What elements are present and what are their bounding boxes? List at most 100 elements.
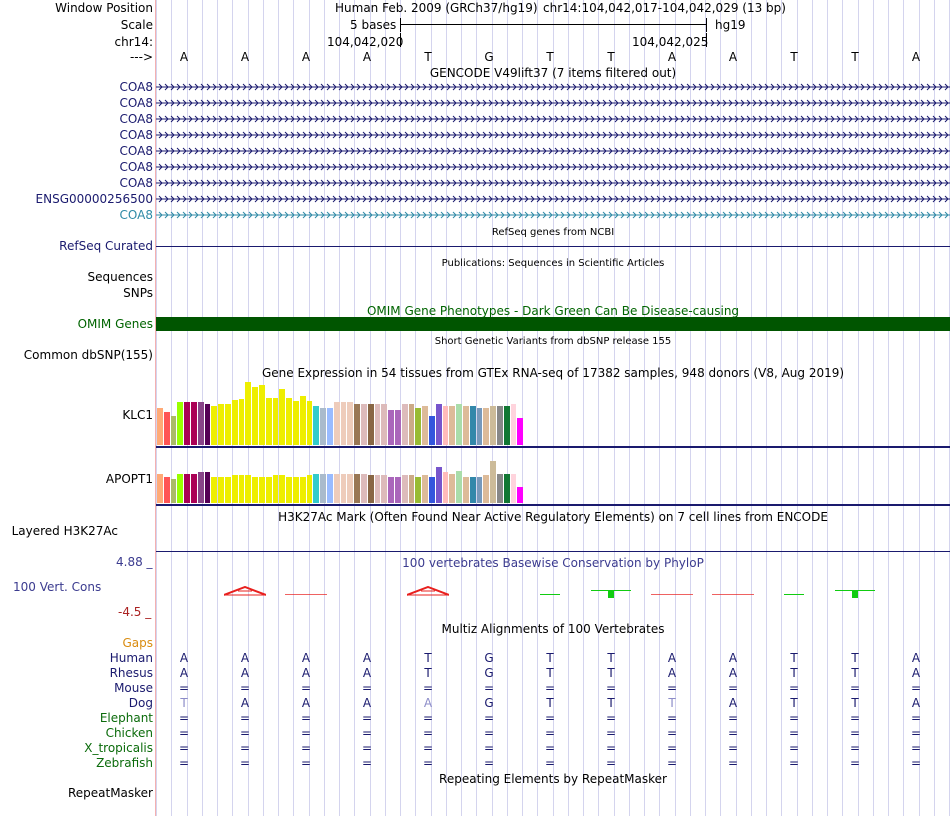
gtex-tissue-bar[interactable] [401,475,408,503]
gtex-tissue-bar[interactable] [347,402,354,445]
gtex-tissue-bar[interactable] [367,404,374,445]
gtex-tissue-bar[interactable] [279,475,286,503]
gtex-tissue-bar[interactable] [286,398,292,445]
gtex-tissue-bar[interactable] [429,416,435,445]
gtex-tissue-bar[interactable] [442,472,449,503]
gtex-gene-klc1[interactable]: KLC1 [122,408,153,422]
gencode-transcript-label[interactable]: COA8 [119,96,153,110]
gencode-transcript-line[interactable] [156,129,950,141]
gencode-transcript-label[interactable]: COA8 [119,80,153,94]
gtex-tissue-bar[interactable] [238,399,245,445]
gtex-tissue-bar[interactable] [211,477,218,503]
gtex-tissue-bar[interactable] [293,477,299,503]
multiz-species-label[interactable]: X_tropicalis [84,741,153,755]
gtex-tissue-bar[interactable] [177,474,184,503]
gencode-transcript-line[interactable] [156,177,950,189]
gtex-tissue-bar[interactable] [469,477,476,503]
gencode-transcript-label[interactable]: ENSG00000256500 [35,192,153,206]
gtex-tissue-bar[interactable] [293,401,299,445]
gtex-tissue-bar[interactable] [510,404,517,445]
gtex-tissue-bar[interactable] [252,387,258,445]
gtex-tissue-bar[interactable] [191,474,197,503]
dbsnp-title[interactable]: Short Genetic Variants from dbSNP releas… [434,336,672,347]
gtex-tissue-bar[interactable] [157,408,163,445]
gtex-tissue-bar[interactable] [388,410,394,445]
gtex-tissue-bar[interactable] [408,404,415,445]
gencode-transcript-label[interactable]: COA8 [119,176,153,190]
gencode-transcript-label[interactable]: COA8 [119,208,153,222]
refseq-gene-line[interactable] [156,246,950,247]
gtex-tissue-bar[interactable] [408,475,415,503]
gtex-tissue-bar[interactable] [490,406,496,445]
gtex-tissue-bar[interactable] [306,401,313,445]
gtex-tissue-bar[interactable] [218,404,224,445]
omim-feature-bar[interactable] [156,317,950,331]
gtex-tissue-bar[interactable] [469,406,476,445]
gtex-tissue-bar[interactable] [435,467,442,503]
gtex-tissue-bar[interactable] [422,475,428,503]
gtex-tissue-bar[interactable] [374,404,381,445]
gtex-tissue-bar[interactable] [361,474,367,503]
multiz-species-label[interactable]: Zebrafish [96,756,153,770]
multiz-title[interactable]: Multiz Alignments of 100 Vertebrates [441,622,665,636]
gtex-tissue-bar[interactable] [449,474,456,503]
publications-snps-label[interactable]: SNPs [123,286,153,300]
gtex-tissue-bar[interactable] [388,477,394,503]
conservation-mark[interactable] [540,594,560,595]
gtex-tissue-bar[interactable] [177,402,184,445]
gtex-tissue-bar[interactable] [299,396,306,445]
conservation-title[interactable]: 100 vertebrates Basewise Conservation by… [402,556,704,570]
omim-title[interactable]: OMIM Gene Phenotypes - Dark Green Can Be… [366,304,740,318]
gtex-gene-apopt1[interactable]: APOPT1 [105,472,153,486]
gtex-tissue-bar[interactable] [272,475,279,503]
gtex-tissue-bar[interactable] [510,474,517,503]
gtex-tissue-bar[interactable] [429,477,435,503]
gtex-tissue-bar[interactable] [476,477,483,503]
conservation-mark[interactable] [784,594,804,595]
gencode-transcript-line[interactable] [156,81,950,93]
gtex-tissue-bar[interactable] [197,402,204,445]
gtex-tissue-bar[interactable] [449,406,456,445]
multiz-gaps-label[interactable]: Gaps [122,636,153,650]
gtex-tissue-bar[interactable] [395,477,401,503]
conservation-mark[interactable] [406,585,450,596]
gtex-tissue-bar[interactable] [442,406,449,445]
repeatmasker-label[interactable]: RepeatMasker [67,786,153,800]
gtex-tissue-bar[interactable] [306,475,313,503]
gtex-tissue-bar[interactable] [483,475,490,503]
gtex-tissue-bar[interactable] [184,402,190,445]
gtex-tissue-bar[interactable] [184,474,190,503]
gtex-tissue-bar[interactable] [170,479,177,503]
gtex-tissue-bar[interactable] [238,475,245,503]
gtex-tissue-bar[interactable] [197,472,204,503]
gtex-tissue-bar[interactable] [456,471,462,503]
gencode-transcript-label[interactable]: COA8 [119,128,153,142]
gtex-tissue-bar[interactable] [333,402,340,445]
conservation-mark[interactable] [712,594,754,595]
gtex-tissue-bar[interactable] [157,474,163,503]
gtex-tissue-bar[interactable] [354,474,360,503]
publications-title[interactable]: Publications: Sequences in Scientific Ar… [441,258,665,269]
gencode-transcript-line[interactable] [156,97,950,109]
gencode-transcript-label[interactable]: COA8 [119,160,153,174]
gtex-tissue-bar[interactable] [252,477,258,503]
gtex-tissue-bar[interactable] [320,474,326,503]
gtex-tissue-bar[interactable] [218,477,224,503]
gtex-tissue-bar[interactable] [313,474,320,503]
multiz-species-label[interactable]: Elephant [99,711,153,725]
gtex-tissue-bar[interactable] [231,400,238,445]
gtex-tissue-bar[interactable] [415,477,422,503]
multiz-species-label[interactable]: Human [109,651,153,665]
gencode-transcript-label[interactable]: COA8 [119,144,153,158]
gtex-tissue-bar[interactable] [503,406,510,445]
gtex-tissue-bar[interactable] [245,382,252,445]
gtex-tissue-bar[interactable] [204,472,211,503]
gtex-tissue-bar[interactable] [225,477,231,503]
gtex-tissue-bar[interactable] [333,474,340,503]
gtex-tissue-bar[interactable] [483,408,490,445]
gtex-tissue-bar[interactable] [374,475,381,503]
gtex-tissue-bar[interactable] [422,406,428,445]
conservation-label[interactable]: 100 Vert. Cons [13,580,102,594]
multiz-species-label[interactable]: Mouse [114,681,153,695]
gtex-tissue-bar[interactable] [259,477,265,503]
